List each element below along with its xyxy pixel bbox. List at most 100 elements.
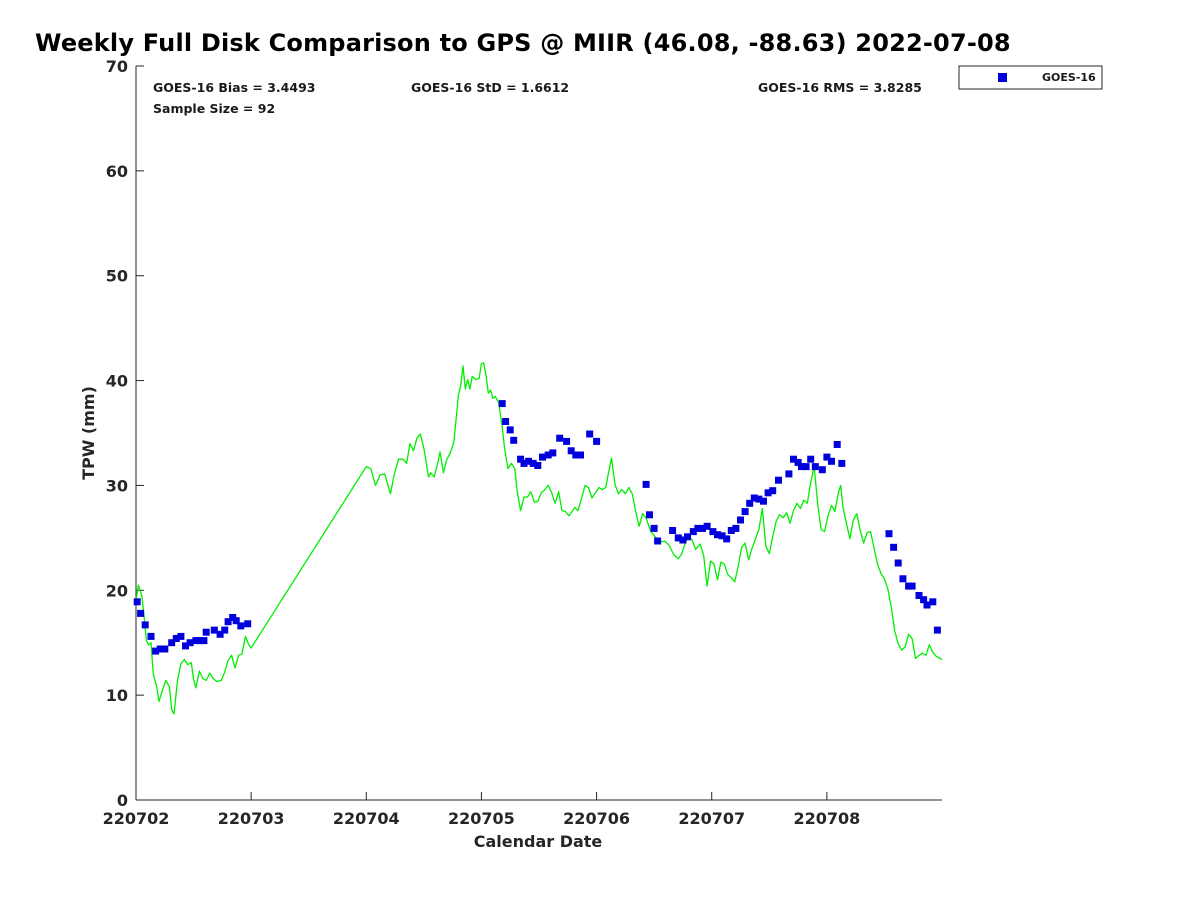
goes-16-point <box>755 495 763 503</box>
x-tick-label: 220703 <box>218 809 285 828</box>
x-tick-label: 220708 <box>793 809 860 828</box>
goes-16-point <box>202 628 210 636</box>
goes-16-point <box>920 596 928 604</box>
goes-16-point <box>746 499 754 507</box>
goes-16-point <box>737 516 744 524</box>
goes-16-point <box>811 463 819 471</box>
goes-16-point <box>933 626 941 634</box>
legend: GOES-16 <box>958 65 1103 90</box>
goes-16-point <box>646 511 653 519</box>
goes-16-point <box>714 531 721 539</box>
goes-16-point <box>890 543 898 551</box>
goes-16-point <box>908 582 916 590</box>
goes-16-point <box>141 621 149 629</box>
goes-16-point <box>642 480 650 488</box>
goes-16-point <box>703 522 711 530</box>
goes-16-point <box>798 463 805 471</box>
goes-16-point <box>723 535 731 543</box>
goes-16-point <box>210 626 218 634</box>
goes-16-point <box>177 632 185 640</box>
goes-16-point <box>525 457 533 465</box>
goes-16-point <box>192 637 200 645</box>
goes-16-point <box>679 536 687 544</box>
goes-16-point <box>502 418 510 425</box>
gps-series-line <box>135 362 943 715</box>
x-tick-label: 220705 <box>448 809 515 828</box>
goes-16-point <box>885 530 893 538</box>
goes-16-point <box>147 632 155 640</box>
goes-16-point <box>794 458 802 466</box>
goes-16-point <box>828 457 835 465</box>
goes-16-point <box>689 528 697 536</box>
goes-16-point <box>709 528 717 536</box>
gps-series <box>135 362 943 715</box>
y-axis-label: TPW (mm) <box>79 386 98 480</box>
goes-16-point <box>517 455 525 463</box>
stats-block: GOES-16 Bias = 3.4493 GOES-16 StD = 1.66… <box>153 80 922 116</box>
x-ticks: 220702 220703 220704 220705 220706 220707 2207… <box>103 792 860 828</box>
legend-box <box>958 65 1103 90</box>
y-tick-label: 60 <box>106 162 128 181</box>
goes-16-point <box>520 459 528 467</box>
y-tick-label: 10 <box>106 686 128 705</box>
goes-16-point <box>156 645 164 653</box>
goes-16-point <box>224 618 232 626</box>
goes-16-point <box>152 647 160 655</box>
goes-16-series <box>133 400 941 655</box>
goes-16-point <box>650 524 658 532</box>
goes-16-point <box>563 437 571 445</box>
y-tick-label: 40 <box>106 372 128 391</box>
goes-16-point <box>764 489 772 497</box>
goes-16-point <box>529 459 537 467</box>
goes-16-point <box>549 449 557 457</box>
goes-16-point <box>838 459 846 467</box>
goes-16-point <box>807 455 815 463</box>
goes-16-point <box>577 451 584 459</box>
goes-16-point <box>506 426 514 434</box>
x-tick-label: 220706 <box>563 809 630 828</box>
legend-label-goes-16: GOES-16 <box>1042 71 1096 84</box>
goes-16-point <box>699 524 706 532</box>
goes-16-point <box>760 497 767 505</box>
goes-16-point <box>510 436 518 444</box>
goes-16-point <box>785 470 793 478</box>
goes-16-point <box>769 487 777 495</box>
goes-16-point <box>915 592 923 599</box>
goes-16-point <box>929 598 937 606</box>
goes-16-point <box>137 609 145 617</box>
goes-16-point <box>899 575 907 583</box>
goes-16-point <box>775 476 782 484</box>
goes-16-point <box>694 524 702 532</box>
goes-16-point <box>186 639 194 647</box>
goes-16-point <box>539 453 546 461</box>
x-axis-label: Calendar Date <box>474 832 603 851</box>
chart-title: Weekly Full Disk Comparison to GPS @ MII… <box>35 29 1011 57</box>
goes-16-point <box>556 434 564 442</box>
goes-16-point <box>718 532 726 540</box>
goes-16-point <box>894 559 902 567</box>
goes-16-point <box>161 645 169 653</box>
sample-size-stat: Sample Size = 92 <box>153 101 275 116</box>
goes-16-point <box>818 466 826 474</box>
goes-16-point <box>168 639 176 647</box>
goes-16-point <box>182 642 189 650</box>
goes-16-point <box>544 451 552 459</box>
bias-stat: GOES-16 Bias = 3.4493 <box>153 80 315 95</box>
std-stat: GOES-16 StD = 1.6612 <box>411 80 569 95</box>
goes-16-point <box>674 534 682 542</box>
goes-16-point <box>741 508 749 516</box>
goes-16-point <box>790 455 797 463</box>
goes-16-point <box>802 463 810 471</box>
rms-stat: GOES-16 RMS = 3.8285 <box>758 80 922 95</box>
goes-16-point <box>669 527 677 534</box>
goes-16-point <box>732 524 740 532</box>
legend-marker-goes-16 <box>998 73 1007 82</box>
x-tick-label: 220702 <box>103 809 170 828</box>
goes-16-point <box>216 630 224 638</box>
goes-16-point <box>200 637 208 645</box>
goes-16-point <box>823 453 831 461</box>
goes-16-point <box>172 635 180 642</box>
goes-16-point <box>572 451 580 459</box>
goes-16-point <box>750 494 758 502</box>
